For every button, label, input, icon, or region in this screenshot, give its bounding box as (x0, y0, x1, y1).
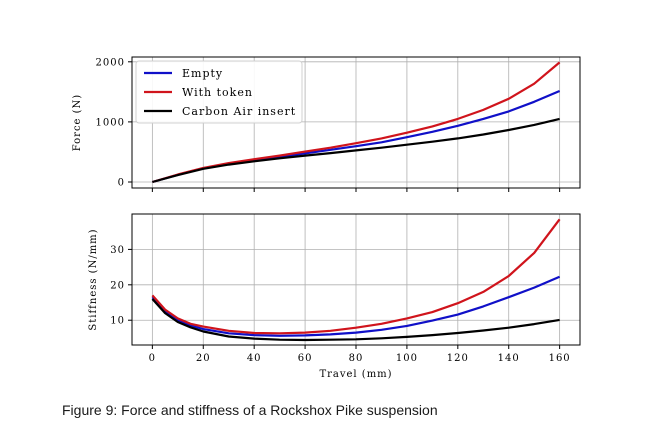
y-tick-label: 2000 (96, 57, 125, 68)
legend: Empty With token Carbon Air insert (135, 60, 303, 124)
x-tick-label: 120 (447, 353, 469, 364)
x-tick-label: 140 (498, 353, 520, 364)
y-tick-label: 20 (110, 280, 125, 291)
x-tick-label: 100 (396, 353, 418, 364)
y-tick-label: 30 (110, 245, 125, 256)
x-tick-label: 60 (298, 353, 313, 364)
legend-label: Carbon Air insert (182, 105, 296, 118)
force-plot: 0 1000 2000 Force (N) Empty With token Carbon … (72, 56, 581, 192)
legend-box (135, 60, 303, 124)
legend-label: With token (182, 86, 253, 99)
x-tick-label: 20 (196, 353, 211, 364)
y-tick-label: 10 (110, 316, 125, 327)
x-tick-label: 80 (349, 353, 364, 364)
x-tick-label: 160 (549, 353, 571, 364)
y-tick-label: 1000 (96, 117, 125, 128)
legend-label: Empty (182, 67, 223, 80)
x-tick-label: 40 (247, 353, 262, 364)
series-line-with-token (152, 61, 561, 184)
y-tick-label: 0 (118, 177, 125, 188)
figure-caption: Figure 9: Force and stiffness of a Rocks… (62, 402, 438, 418)
y-axis-label: Force (N) (72, 94, 83, 151)
x-tick-label: 0 (149, 353, 156, 364)
series-line-with-token (151, 218, 561, 335)
series-line-carbon-air-insert (151, 298, 560, 342)
y-axis-label: Stiffness (N/mm) (88, 228, 99, 330)
stiffness-plot: 0 20 40 60 80 100 120 140 160 10 20 30 Stiffness (N/… (88, 213, 581, 380)
series-line-carbon-air-insert (152, 117, 560, 184)
series-line-empty (151, 275, 561, 337)
x-axis-label: Travel (mm) (319, 369, 392, 380)
